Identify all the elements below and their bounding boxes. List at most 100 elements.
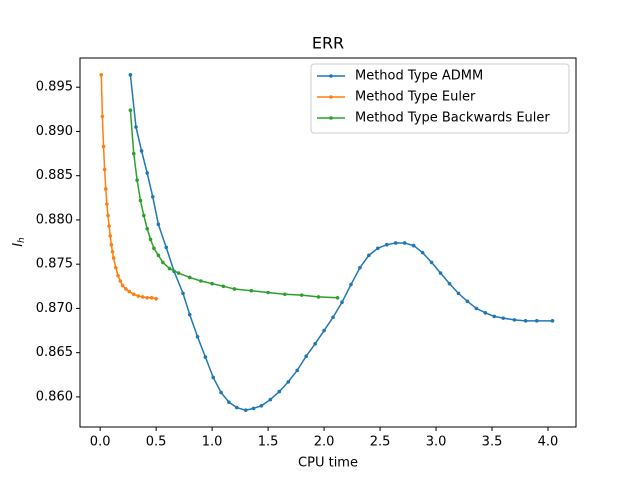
chart-title: ERR	[312, 34, 344, 53]
x-tick-label: 1.0	[202, 435, 223, 450]
point	[149, 296, 154, 300]
point	[384, 242, 389, 247]
y-axis-label: Ih	[11, 237, 27, 247]
point	[139, 149, 144, 153]
point	[483, 311, 488, 315]
point	[106, 213, 110, 218]
legend-label: Method Type ADMM	[355, 69, 483, 84]
y-label-sub: h	[17, 237, 27, 243]
point	[295, 368, 300, 373]
y-tick-label: 0.895	[36, 80, 73, 95]
point	[402, 241, 407, 245]
point	[111, 256, 116, 260]
point	[118, 279, 123, 283]
legend-label: Method Type Euler	[355, 90, 476, 105]
point	[286, 380, 291, 384]
x-tick-label: 0.5	[146, 435, 167, 450]
point	[167, 266, 172, 271]
point	[259, 403, 264, 408]
y-label-main: I	[11, 243, 26, 247]
point	[358, 265, 362, 270]
point	[393, 241, 398, 245]
y-tick-label: 0.865	[36, 345, 73, 360]
point	[161, 260, 165, 265]
point	[304, 354, 308, 359]
point	[131, 292, 136, 297]
point	[195, 334, 200, 339]
point	[99, 73, 104, 77]
point	[152, 246, 156, 251]
point	[210, 281, 214, 286]
point	[128, 73, 133, 77]
plot-frame	[79, 57, 577, 428]
point	[227, 400, 231, 405]
point	[187, 312, 192, 317]
point	[266, 290, 270, 295]
point	[128, 108, 133, 113]
point	[249, 288, 254, 293]
point	[447, 281, 452, 286]
point	[331, 315, 335, 320]
point	[456, 291, 461, 296]
legend-marker	[329, 95, 333, 99]
point	[136, 294, 141, 298]
point	[376, 246, 380, 251]
point	[109, 242, 114, 247]
point	[211, 375, 216, 380]
point	[181, 291, 185, 296]
point	[367, 253, 371, 258]
point	[465, 299, 470, 304]
point	[131, 151, 136, 156]
point	[102, 167, 107, 172]
y-tick-label: 0.885	[36, 168, 73, 183]
y-tick-label: 0.880	[36, 212, 73, 227]
point	[232, 287, 237, 291]
point	[438, 271, 443, 275]
x-axis-label: CPU time	[298, 456, 358, 471]
point	[154, 296, 158, 301]
x-tick-label: 0.0	[90, 435, 111, 450]
x-tick-label: 2.5	[370, 435, 391, 450]
point	[145, 171, 149, 175]
legend-box	[310, 63, 570, 134]
point	[199, 279, 203, 283]
point	[316, 295, 321, 299]
point	[127, 289, 132, 294]
point	[340, 300, 344, 305]
y-tick-label: 0.875	[36, 257, 73, 272]
x-tick-label: 3.0	[426, 435, 447, 450]
point	[103, 187, 108, 191]
point	[142, 213, 146, 218]
point	[512, 318, 517, 322]
point	[105, 202, 109, 206]
legend-marker	[329, 74, 333, 78]
point	[221, 284, 226, 289]
point	[243, 408, 248, 412]
point	[411, 243, 416, 248]
point	[283, 292, 287, 297]
y-tick-label: 0.860	[36, 389, 73, 404]
y-tick-label: 0.890	[36, 124, 73, 139]
point	[492, 314, 497, 319]
point	[176, 271, 181, 275]
point	[219, 390, 223, 395]
point	[313, 342, 317, 346]
point	[145, 296, 149, 300]
x-tick-label: 3.5	[482, 435, 503, 450]
x-tick-label: 2.0	[314, 435, 335, 450]
point	[234, 405, 239, 410]
x-tick-label: 1.5	[258, 435, 279, 450]
point	[501, 316, 506, 320]
point	[150, 195, 155, 199]
point	[134, 125, 138, 129]
point	[268, 397, 273, 402]
point	[107, 224, 111, 228]
point	[550, 319, 555, 323]
point	[474, 306, 479, 311]
point	[164, 245, 169, 250]
legend-marker	[329, 116, 333, 120]
legend-label: Method Type Backwards Euler	[355, 111, 550, 126]
point	[116, 273, 120, 278]
point	[120, 283, 125, 288]
